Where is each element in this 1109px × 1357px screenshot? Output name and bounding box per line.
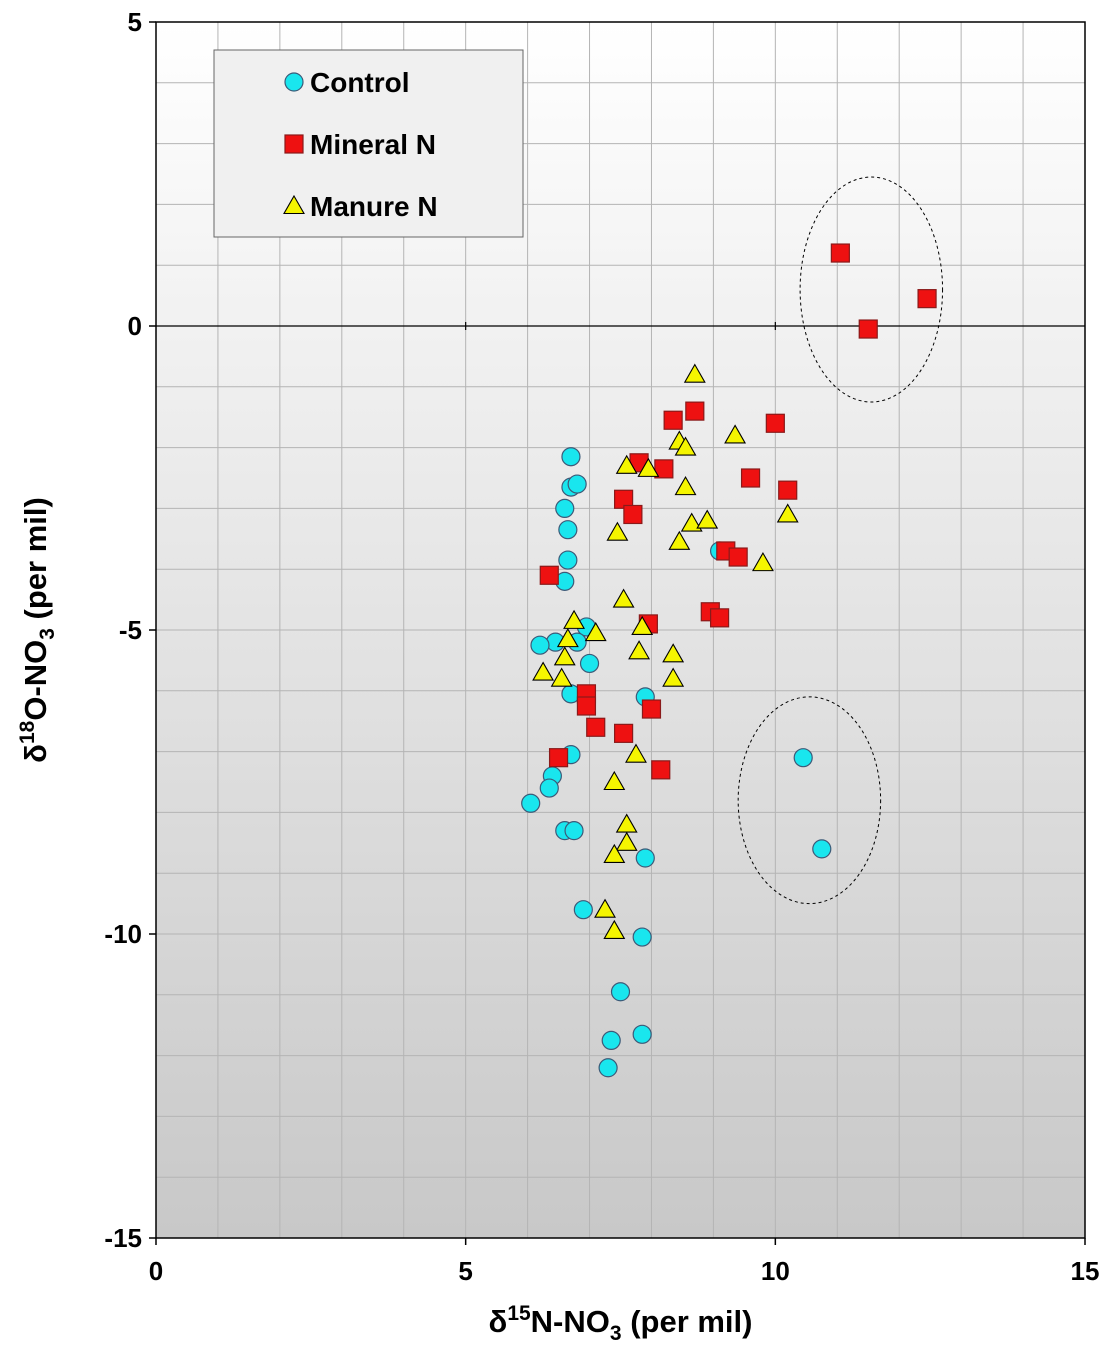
square-point bbox=[830, 243, 850, 263]
circle-point bbox=[632, 1024, 652, 1044]
x-tick-label: 5 bbox=[458, 1256, 472, 1286]
triangle-point bbox=[674, 436, 697, 456]
legend-label: Mineral N bbox=[310, 129, 436, 160]
x-axis-title: δ15N-NO3 (per mil) bbox=[489, 1302, 753, 1345]
circle-point bbox=[561, 447, 581, 467]
square-point bbox=[613, 723, 634, 743]
square-point bbox=[858, 319, 878, 339]
legend-marker-square bbox=[284, 134, 304, 154]
square-point bbox=[623, 504, 643, 525]
square-point bbox=[685, 401, 705, 421]
square-point bbox=[663, 410, 683, 430]
y-axis-title: δ18O-NO3 (per mil) bbox=[16, 497, 59, 763]
circle-point bbox=[530, 635, 550, 655]
legend-marker-circle bbox=[284, 72, 304, 92]
axis-ticks: 0 5 10 15 5 0 -5 -10 -15 bbox=[104, 7, 1099, 1286]
triangle-point bbox=[584, 621, 607, 642]
triangle-point bbox=[662, 667, 685, 687]
triangle-point bbox=[625, 743, 647, 763]
circle-point bbox=[555, 498, 575, 518]
annotations bbox=[737, 176, 944, 905]
square-point bbox=[709, 608, 730, 628]
triangle-point bbox=[662, 643, 685, 663]
triangle-point bbox=[615, 831, 638, 851]
circle-point bbox=[812, 839, 832, 859]
triangle-point bbox=[631, 615, 654, 636]
dashed-circle-annotation bbox=[799, 176, 944, 403]
legend-label: Manure N bbox=[310, 191, 438, 222]
triangle-point bbox=[603, 770, 626, 791]
circle-point bbox=[564, 821, 584, 841]
square-point bbox=[740, 468, 761, 488]
triangle-point bbox=[615, 454, 638, 474]
y-tick-label: 0 bbox=[128, 311, 142, 341]
square-point bbox=[765, 413, 785, 433]
dashed-circle-annotation bbox=[737, 696, 882, 905]
legend-box bbox=[213, 49, 524, 238]
circle-point bbox=[558, 550, 578, 570]
square-point bbox=[548, 748, 569, 768]
legend-label: Control bbox=[310, 67, 410, 98]
triangle-point bbox=[751, 552, 774, 572]
triangle-point bbox=[628, 640, 651, 660]
circle-point bbox=[632, 927, 652, 947]
series-manure-n bbox=[532, 363, 799, 940]
y-tick-label: 5 bbox=[128, 7, 142, 37]
triangle-point bbox=[776, 503, 799, 523]
x-tick-label: 10 bbox=[761, 1256, 790, 1286]
triangle-point bbox=[606, 521, 629, 541]
square-point bbox=[917, 289, 937, 309]
data-points bbox=[521, 243, 937, 1078]
circle-point bbox=[558, 520, 578, 540]
triangle-point bbox=[696, 509, 719, 529]
triangle-point bbox=[550, 667, 573, 687]
square-point bbox=[654, 459, 674, 479]
triangle-point bbox=[637, 457, 660, 477]
circle-point bbox=[579, 653, 600, 674]
triangle-point bbox=[683, 363, 706, 383]
square-point bbox=[651, 760, 671, 780]
triangle-point bbox=[612, 588, 635, 608]
y-tick-label: -10 bbox=[104, 919, 142, 949]
triangle-point bbox=[668, 530, 691, 550]
circle-point bbox=[635, 848, 655, 868]
circle-point bbox=[567, 474, 587, 494]
circle-point bbox=[573, 900, 593, 920]
circle-point bbox=[539, 778, 559, 798]
triangle-point bbox=[532, 661, 555, 681]
triangle-point bbox=[724, 424, 747, 444]
triangle-point bbox=[680, 512, 703, 532]
triangle-point bbox=[563, 609, 585, 629]
square-point bbox=[641, 699, 662, 719]
triangle-point bbox=[674, 476, 697, 496]
triangle-point bbox=[553, 646, 576, 666]
triangle-point bbox=[556, 628, 579, 648]
legend-marker-triangle bbox=[283, 194, 305, 215]
x-tick-label: 0 bbox=[149, 1256, 163, 1286]
square-point bbox=[539, 565, 559, 585]
triangle-point bbox=[594, 898, 616, 918]
square-point bbox=[778, 480, 798, 500]
circle-point bbox=[521, 793, 541, 813]
circle-point bbox=[598, 1058, 618, 1078]
square-point bbox=[576, 696, 597, 716]
circle-point bbox=[610, 982, 631, 1002]
x-tick-label: 15 bbox=[1071, 1256, 1100, 1286]
triangle-point bbox=[603, 843, 626, 864]
y-tick-label: -5 bbox=[119, 615, 142, 645]
circle-point bbox=[601, 1030, 621, 1051]
y-tick-label: -15 bbox=[104, 1223, 142, 1253]
circle-point bbox=[793, 748, 813, 768]
legend: Control Mineral N Manure N bbox=[213, 49, 524, 238]
square-point bbox=[586, 717, 606, 737]
square-point bbox=[728, 547, 748, 567]
triangle-point bbox=[603, 919, 626, 940]
